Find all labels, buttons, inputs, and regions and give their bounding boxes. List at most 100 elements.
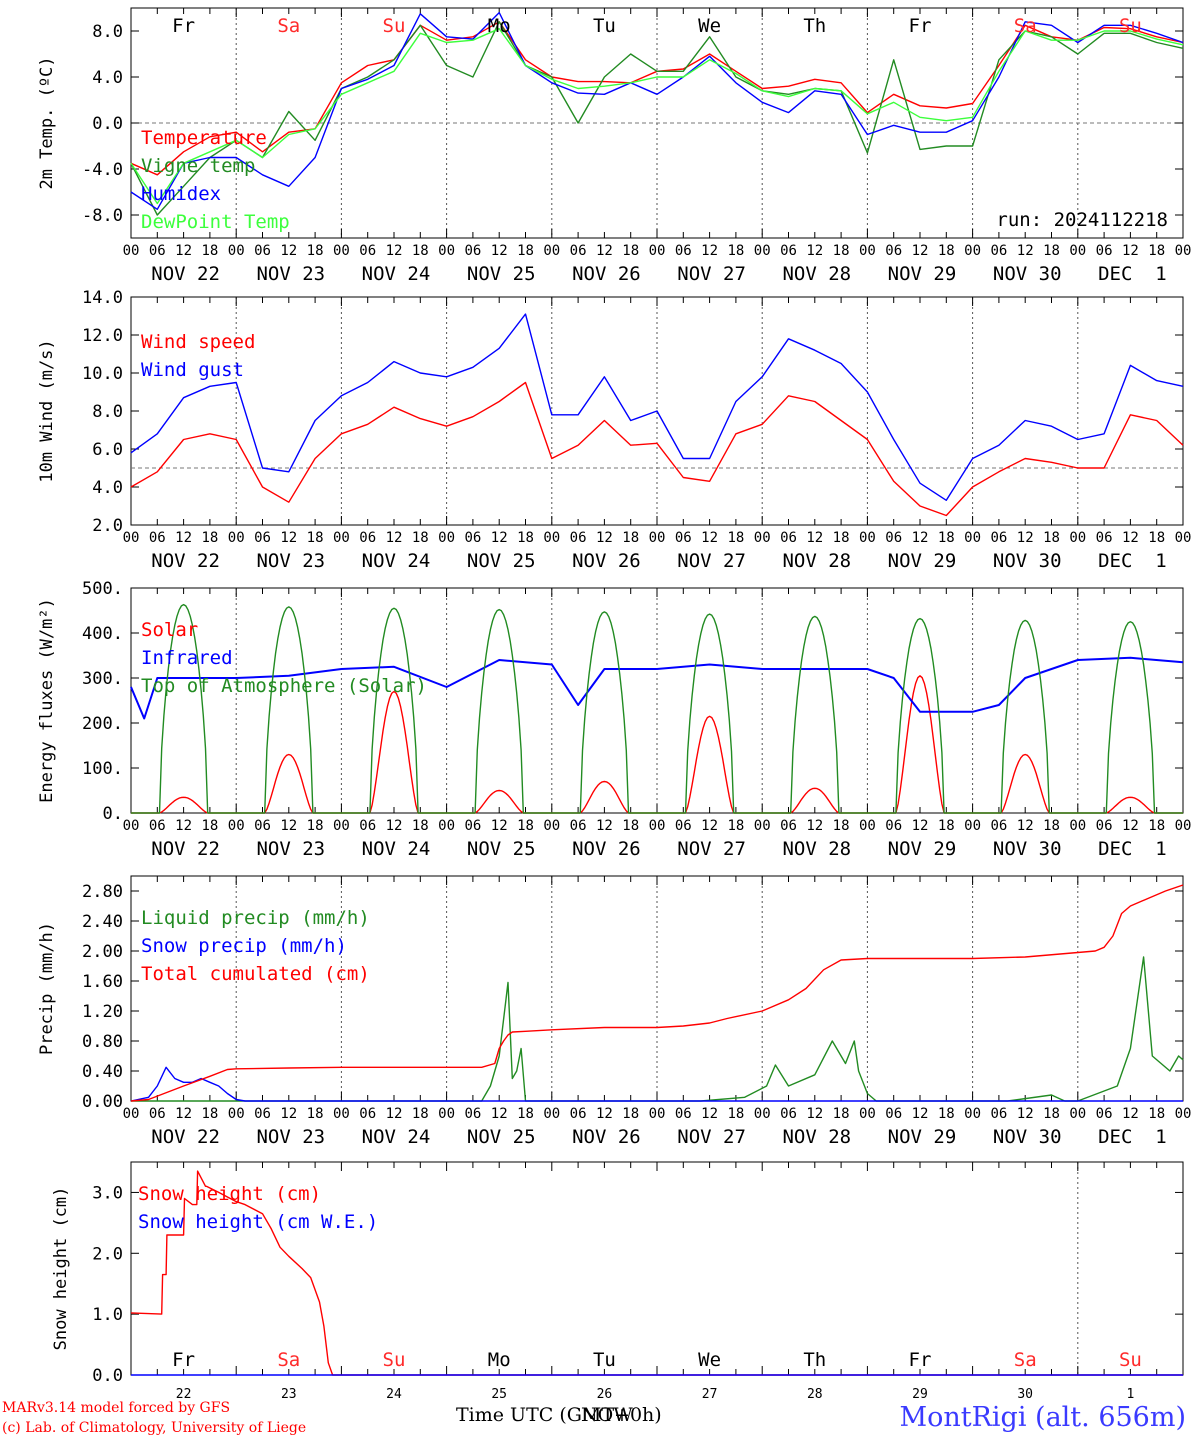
hour-tick-label: 12	[175, 818, 192, 834]
hour-tick-label: 00	[438, 530, 455, 546]
snow-day-number: 28	[807, 1387, 823, 1402]
date-label: NOV 29	[888, 550, 957, 572]
hour-tick-label: 06	[1096, 818, 1113, 834]
date-label: NOV 25	[467, 1126, 536, 1148]
hour-tick-label: 18	[622, 818, 639, 834]
date-label: NOV 24	[362, 263, 431, 285]
y-tick-label: 0.0	[92, 1366, 123, 1386]
hour-tick-label: 00	[1175, 818, 1192, 834]
y-tick-label: 0.40	[82, 1062, 123, 1082]
date-label: NOV 28	[782, 263, 851, 285]
hour-tick-label: 00	[754, 1106, 771, 1122]
hour-tick-label: 06	[675, 243, 692, 259]
hour-tick-label: 18	[307, 1106, 324, 1122]
date-label: NOV 29	[888, 1126, 957, 1148]
snow-day-number: 27	[702, 1387, 718, 1402]
date-label: NOV 25	[467, 550, 536, 572]
model-credit-line: MARv3.14 model forced by GFS	[2, 1400, 231, 1416]
time-axis-label: Time UTC (GMT+0h) NOW	[456, 1404, 662, 1426]
hour-tick-label: 12	[175, 1106, 192, 1122]
date-label: NOV 23	[256, 1126, 325, 1148]
hour-tick-label: 00	[859, 243, 876, 259]
hour-tick-label: 06	[149, 1106, 166, 1122]
hour-tick-label: 12	[491, 530, 508, 546]
y-axis-label: 2m Temp. (ºC)	[37, 56, 57, 189]
hour-tick-label: 00	[1069, 530, 1086, 546]
series-line-snow-precip-mm-h-	[130, 1066, 1183, 1102]
hour-tick-label: 18	[1043, 1106, 1060, 1122]
y-tick-label: 6.0	[92, 440, 123, 460]
hour-tick-label: 18	[727, 1106, 744, 1122]
panel-wind: 2.0 4.0 6.0 8.0 10.0 12.0 14.0 10m Wind (m/s) 00…	[37, 288, 1191, 572]
date-label: NOV 29	[888, 838, 957, 860]
hour-tick-label: 06	[359, 1106, 376, 1122]
y-tick-label: 300.	[82, 669, 123, 689]
hour-tick-label: 12	[1017, 818, 1034, 834]
hour-tick-label: 18	[833, 530, 850, 546]
hour-tick-label: 12	[491, 1106, 508, 1122]
y-tick-label: 1.20	[82, 1002, 123, 1022]
y-tick-label: 100.	[82, 759, 123, 779]
y-tick-label: 400.	[82, 624, 123, 644]
series-line-total-cumulated-cm-	[130, 884, 1184, 1102]
date-label: NOV 23	[256, 263, 325, 285]
snow-day-number: 23	[281, 1387, 297, 1402]
date-label: NOV 30	[993, 838, 1062, 860]
hour-tick-label: 18	[938, 818, 955, 834]
hour-tick-label: 12	[806, 1106, 823, 1122]
hour-tick-label: 12	[280, 243, 297, 259]
date-label: NOV 25	[467, 838, 536, 860]
legend-entry: Total cumulated (cm)	[141, 963, 370, 985]
hour-tick-label: 12	[701, 530, 718, 546]
date-label: NOV 24	[362, 838, 431, 860]
legend-entry: Snow height (cm W.E.)	[138, 1211, 378, 1233]
hour-tick-label: 00	[859, 1106, 876, 1122]
snow-day-label: Mo	[488, 1349, 511, 1371]
day-label: Su	[383, 15, 406, 37]
date-label: NOV 27	[677, 550, 746, 572]
snow-day-number: 25	[491, 1387, 507, 1402]
hour-tick-label: 06	[464, 243, 481, 259]
series-line-snow-height-cm-	[130, 1170, 1183, 1376]
panel-temperature: -8.0 -4.0 0.0 4.0 8.0 2m Temp. (ºC) 00 06 12 18 00…	[37, 7, 1191, 285]
date-label: NOV 28	[782, 838, 851, 860]
hour-tick-label: 06	[675, 1106, 692, 1122]
hour-tick-label: 06	[990, 818, 1007, 834]
hour-tick-label: 00	[228, 1106, 245, 1122]
legend-entry: Wind gust	[141, 359, 244, 381]
y-tick-label: 12.0	[82, 326, 123, 346]
snow-day-label: Fr	[172, 1349, 195, 1371]
lab-credit-line: (c) Lab. of Climatology, University of L…	[2, 1420, 307, 1436]
hour-tick-label: 00	[754, 243, 771, 259]
hour-tick-label: 18	[727, 818, 744, 834]
hour-tick-label: 00	[964, 818, 981, 834]
hour-tick-label: 18	[201, 243, 218, 259]
run-label: run: 2024112218	[996, 209, 1168, 231]
hour-tick-label: 00	[859, 818, 876, 834]
snow-day-label: We	[698, 1349, 721, 1371]
series-line-wind-speed	[130, 381, 1184, 517]
hour-tick-label: 06	[1096, 530, 1113, 546]
hour-tick-label: 00	[964, 243, 981, 259]
hour-tick-label: 18	[412, 530, 429, 546]
hour-tick-label: 18	[412, 818, 429, 834]
hour-tick-label: 18	[1148, 1106, 1165, 1122]
y-axis-label: 10m Wind (m/s)	[37, 339, 57, 482]
legend-entry: Temperature	[141, 127, 267, 149]
day-label: Mo	[488, 15, 511, 37]
hour-tick-label: 06	[675, 530, 692, 546]
hour-tick-label: 06	[990, 243, 1007, 259]
hour-tick-label: 12	[596, 818, 613, 834]
date-label: NOV 26	[572, 838, 641, 860]
hour-tick-label: 00	[1069, 1106, 1086, 1122]
date-label: NOV 22	[151, 263, 220, 285]
hour-tick-label: 12	[806, 818, 823, 834]
hour-tick-label: 18	[727, 243, 744, 259]
hour-tick-label: 18	[517, 530, 534, 546]
hour-tick-label: 00	[649, 1106, 666, 1122]
y-tick-label: 0.80	[82, 1032, 123, 1052]
time-axis-overprint: NOW	[581, 1404, 633, 1426]
hour-tick-label: 00	[649, 818, 666, 834]
hour-tick-label: 06	[990, 530, 1007, 546]
hour-tick-label: 00	[123, 243, 140, 259]
